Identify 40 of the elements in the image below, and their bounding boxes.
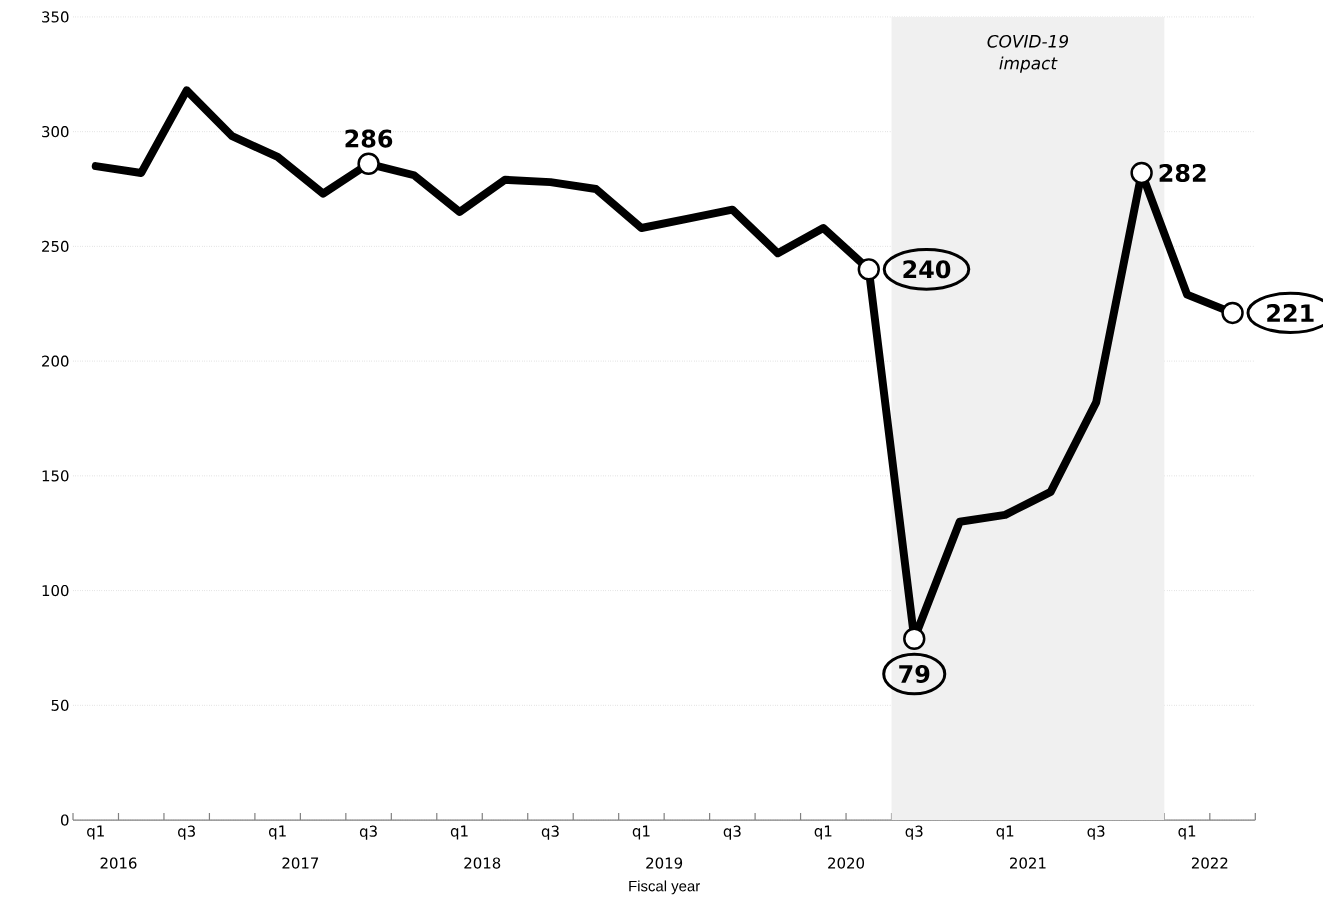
y-tick-label: 150 xyxy=(42,470,69,482)
x-tick-label: q3 xyxy=(1087,825,1105,840)
x-tick-label: q3 xyxy=(723,825,741,840)
x-tick-label: q1 xyxy=(996,825,1014,840)
x-tick-label: q3 xyxy=(541,825,559,840)
x-tick-label: q3 xyxy=(359,825,377,840)
y-tick-label: 50 xyxy=(51,699,69,712)
point xyxy=(857,258,880,281)
x-axis-title: Fiscal year xyxy=(629,880,700,895)
point xyxy=(357,152,380,176)
text: 2022 xyxy=(1191,857,1228,869)
x-tick-label: q3 xyxy=(178,825,195,840)
text: 2020 xyxy=(828,857,865,869)
x-tick-label: q1 xyxy=(814,825,832,840)
x-tick-label: q3 xyxy=(905,825,923,840)
x-tick-label: q1 xyxy=(450,825,468,840)
y-tick-label: 350 xyxy=(42,11,69,23)
data-label: 79 xyxy=(899,665,930,684)
text: 2018 xyxy=(464,857,501,869)
annotation: COVID-19 impact xyxy=(987,35,1069,74)
data-label: 286 xyxy=(345,129,393,148)
text: 2019 xyxy=(646,857,683,869)
data-label: 282 xyxy=(1159,164,1206,183)
y-tick-label: 0 xyxy=(60,814,69,826)
y-tick-label: 200 xyxy=(42,355,69,367)
x-tick-label: q1 xyxy=(268,825,286,840)
point xyxy=(903,627,926,651)
x-tick-label: q1 xyxy=(87,825,104,840)
point xyxy=(1130,161,1153,185)
x-tick-label: q1 xyxy=(1178,825,1196,840)
text: 2016 xyxy=(100,857,137,869)
data-label: 240 xyxy=(903,260,951,279)
x-tick-label: q1 xyxy=(632,825,650,840)
data-label: 221 xyxy=(1267,304,1314,322)
point xyxy=(1221,301,1244,325)
text: 2017 xyxy=(282,857,319,869)
text: 2021 xyxy=(1010,857,1046,869)
y-tick-label: 100 xyxy=(42,585,69,597)
y-tick-label: 300 xyxy=(42,126,69,138)
y-tick-label: 250 xyxy=(42,240,69,253)
